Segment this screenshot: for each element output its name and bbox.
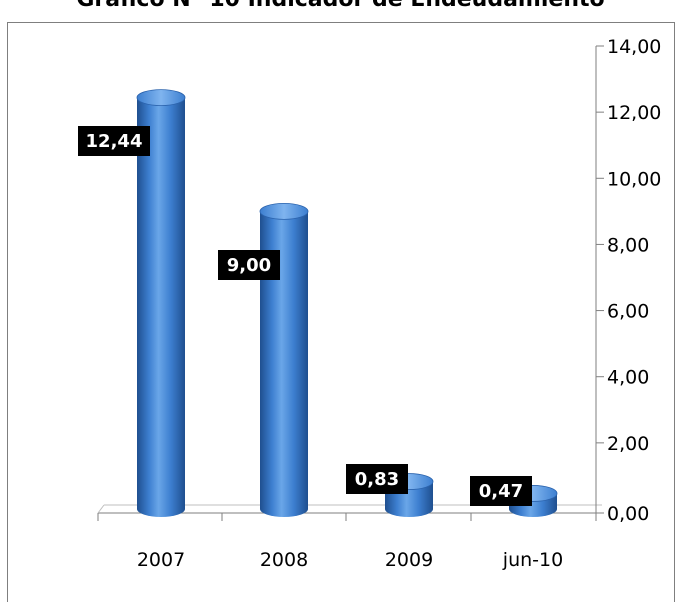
x-tick-label: jun-10 [502, 549, 563, 571]
x-tick-label: 2009 [385, 549, 433, 571]
data-label: 12,44 [78, 126, 150, 156]
data-label-text: 12,44 [86, 131, 143, 152]
bar-top [137, 90, 185, 106]
y-tick-label: 8,00 [607, 234, 649, 256]
y-tick-label: 12,00 [607, 102, 661, 124]
floor-edge-line [98, 505, 104, 513]
bar-body [137, 98, 185, 517]
y-tick-label: 6,00 [607, 301, 649, 323]
data-label-text: 0,47 [479, 481, 523, 502]
y-tick-label: 14,00 [607, 36, 661, 58]
data-label: 0,47 [470, 476, 532, 506]
data-label-text: 9,00 [227, 255, 271, 276]
x-tick-label: 2007 [137, 549, 185, 571]
data-label: 0,83 [346, 464, 408, 494]
y-tick-label: 4,00 [607, 367, 649, 389]
y-tick-label: 0,00 [607, 503, 649, 525]
data-label-text: 0,83 [355, 469, 399, 490]
x-tick-label: 2008 [260, 549, 308, 571]
data-label: 9,00 [218, 250, 280, 280]
bar-top [260, 203, 308, 219]
y-tick-label: 10,00 [607, 168, 661, 190]
y-tick-label: 2,00 [607, 433, 649, 455]
